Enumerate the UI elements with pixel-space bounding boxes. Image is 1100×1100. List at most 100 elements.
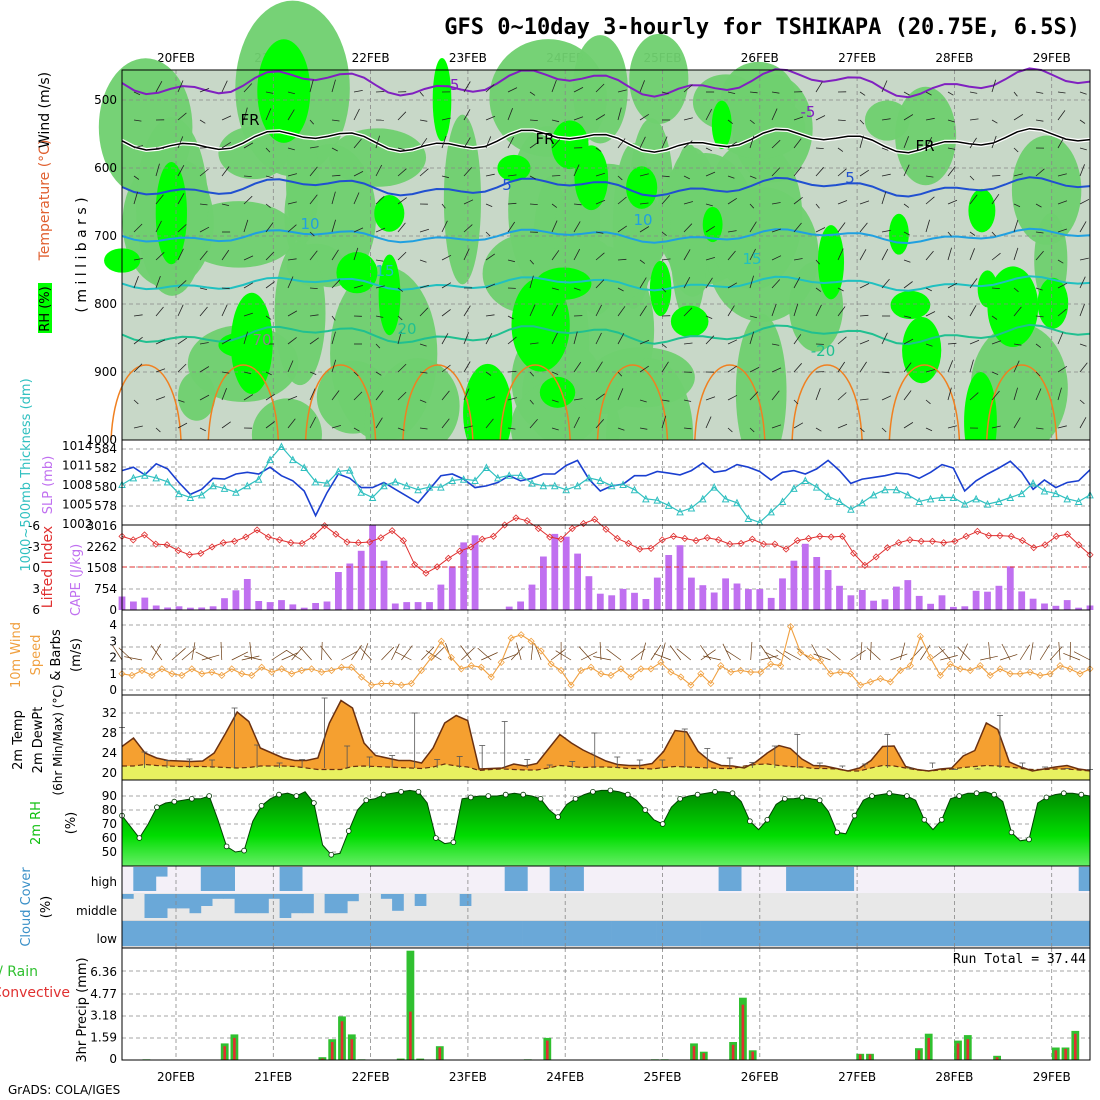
wind-barb	[1057, 110, 1066, 121]
contour-25	[596, 364, 669, 441]
wind-barb	[177, 224, 187, 233]
y-tick-label: -3	[28, 540, 40, 554]
cloud-bar-low	[222, 921, 234, 946]
wind-barb	[199, 394, 210, 401]
wind-barb	[617, 175, 623, 181]
cloud-cover-panel: high middle low	[76, 865, 1091, 949]
wind-barb	[177, 280, 187, 289]
cloud-bar-low	[489, 921, 501, 946]
wind-barb	[903, 203, 910, 208]
rh-line	[121, 789, 1091, 856]
wind-barb	[375, 390, 384, 401]
wind-barb	[199, 306, 208, 317]
wind-barb	[639, 427, 648, 430]
y-tick-label: 580	[94, 480, 117, 494]
wind-barb	[199, 427, 206, 432]
wind-barb	[375, 343, 381, 349]
rh-high-region	[511, 277, 570, 372]
li-marker	[433, 563, 441, 571]
wind-marker	[617, 665, 625, 673]
precip-convective-bar	[233, 1037, 236, 1060]
wind-barb	[837, 392, 847, 401]
wind-marker	[437, 637, 445, 645]
rh-marker	[921, 816, 928, 823]
wind-barb	[727, 141, 738, 149]
wind-marker	[238, 670, 246, 678]
cloud-bar-low	[1012, 921, 1024, 946]
cape-bar	[141, 597, 149, 610]
wind-barb	[441, 333, 449, 345]
contour-25	[499, 364, 571, 441]
wind-barb	[1013, 387, 1018, 401]
wind-barb	[815, 304, 822, 317]
wind-barb	[837, 168, 847, 177]
wind-barb	[617, 225, 628, 233]
wind-barb	[375, 285, 385, 289]
wind-barb	[639, 80, 645, 93]
wind-barb	[595, 114, 606, 121]
rh-marker	[555, 814, 561, 820]
contour-label: 15	[375, 262, 394, 280]
wind-barb	[133, 191, 138, 205]
wind-marker	[637, 665, 645, 673]
wind-barb	[595, 172, 606, 177]
rh-marker	[869, 793, 875, 799]
wind-marker	[278, 665, 286, 673]
wind-barb	[749, 119, 755, 125]
wind-barb	[947, 425, 957, 429]
wind-barb	[925, 311, 936, 317]
cloud-bar-low	[567, 921, 579, 946]
slp-marker	[482, 463, 491, 471]
wind-marker	[687, 681, 695, 689]
wind-barb	[485, 396, 496, 401]
contour-label: 20	[397, 320, 416, 338]
wind-barb	[925, 196, 935, 205]
wind-barb	[463, 248, 470, 261]
wind-barb	[661, 136, 668, 149]
wind-barb	[551, 427, 559, 431]
cloud-bar-low	[600, 921, 612, 946]
cloud-bar-low	[211, 921, 223, 946]
y-tick-label: 0	[109, 1052, 117, 1066]
temp-axis-label: Temperature (°C)	[37, 140, 53, 262]
wind-barb	[309, 314, 319, 317]
wind-barb	[1013, 147, 1019, 153]
wind-barb	[133, 223, 143, 233]
wind-barb	[461, 647, 475, 661]
wind-marker	[547, 660, 555, 668]
rh-marker	[363, 797, 370, 803]
wind-barb	[395, 651, 412, 661]
wind-barb	[793, 166, 802, 177]
wind-barb	[309, 231, 315, 237]
wind-barb	[1079, 257, 1089, 261]
li-marker	[591, 515, 599, 523]
cape-bar	[243, 579, 251, 610]
wind-barb	[133, 91, 141, 96]
rh2m-axis-label: 2m RH	[29, 801, 44, 845]
wind-barb	[419, 307, 429, 317]
wind-marker	[178, 671, 186, 679]
slp-marker	[835, 497, 844, 505]
wind-marker	[347, 663, 356, 671]
contour-25	[694, 364, 766, 441]
wind-barb	[133, 363, 143, 373]
cape-bar	[676, 545, 684, 610]
wind-barb	[243, 282, 254, 289]
wind-marker	[787, 623, 795, 631]
wind-barb	[551, 304, 559, 317]
slp-marker	[323, 479, 331, 487]
cloud-bar-low	[912, 921, 924, 946]
wind-marker	[926, 653, 934, 662]
wind-barb	[595, 419, 604, 429]
slp-marker	[767, 507, 775, 516]
wind-barb	[969, 359, 974, 373]
wind-barb	[815, 259, 821, 265]
wind-barb	[1013, 203, 1021, 208]
rh-marker	[659, 821, 666, 827]
slp-marker	[402, 481, 411, 490]
wind-marker	[737, 666, 745, 675]
wind-barb	[661, 231, 667, 237]
wind-barb	[640, 642, 647, 661]
rh-marker	[677, 795, 683, 802]
wind-barb	[1079, 399, 1085, 405]
